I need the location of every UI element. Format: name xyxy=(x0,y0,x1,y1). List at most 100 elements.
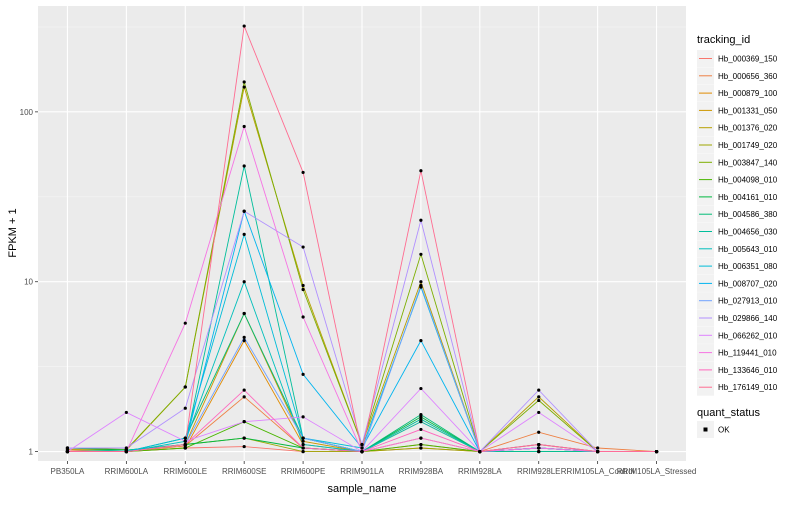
legend-label: Hb_000656_360 xyxy=(718,72,778,81)
legend-items: Hb_000369_150 Hb_000656_360 Hb_000879_100 H… xyxy=(697,50,778,396)
x-tick-label: RRIM600SE xyxy=(222,467,266,476)
data-point xyxy=(242,209,246,213)
data-point xyxy=(242,444,246,449)
y-tick-label: 100 xyxy=(20,108,34,117)
data-point xyxy=(360,442,364,447)
x-tick-label: RRIM928BA xyxy=(399,467,444,476)
x-axis-title: sample_name xyxy=(327,483,396,495)
x-tick-label: RRIM901LA xyxy=(340,467,384,476)
x-tick-label: RRIM600LA xyxy=(105,467,149,476)
data-point xyxy=(124,410,128,415)
legend-label: Hb_004161_010 xyxy=(718,193,778,202)
data-point xyxy=(419,446,423,450)
data-point xyxy=(301,170,305,175)
data-point xyxy=(124,449,128,454)
data-point xyxy=(301,315,305,319)
data-point xyxy=(537,446,541,450)
data-point xyxy=(537,410,541,415)
x-tick-label: RRIM928LA xyxy=(458,467,502,476)
data-point xyxy=(242,395,246,399)
data-point xyxy=(537,388,541,392)
data-point xyxy=(65,449,70,454)
data-point xyxy=(183,321,187,325)
data-point xyxy=(419,339,423,343)
data-point xyxy=(419,420,423,424)
legend-label: Hb_004656_030 xyxy=(718,228,778,237)
data-point xyxy=(301,442,305,447)
data-point xyxy=(242,124,246,129)
data-point xyxy=(183,385,187,389)
series-points xyxy=(65,24,659,454)
data-point xyxy=(242,388,246,392)
data-point xyxy=(537,398,541,403)
data-point xyxy=(360,446,364,450)
data-point xyxy=(242,420,246,424)
data-point xyxy=(301,245,305,249)
y-tick-label: 1 xyxy=(29,448,34,457)
point-legend-items: OK xyxy=(697,421,730,438)
legend-title: tracking_id xyxy=(697,34,750,46)
data-point xyxy=(183,439,187,443)
legend-label: Hb_004098_010 xyxy=(718,176,778,185)
legend-label: Hb_133646_010 xyxy=(718,366,778,375)
legend-label: Hb_005643_010 xyxy=(718,245,778,254)
legend-label: Hb_001376_020 xyxy=(718,124,778,133)
x-tick-label: PB350LA xyxy=(51,467,85,476)
legend-label: Hb_027913_010 xyxy=(718,297,778,306)
data-point xyxy=(65,446,70,450)
legend-label: Hb_029866_140 xyxy=(718,314,778,323)
data-point xyxy=(301,436,305,440)
data-point xyxy=(183,406,187,410)
data-point xyxy=(419,386,423,391)
data-point xyxy=(242,339,246,343)
legend-label: Hb_004586_380 xyxy=(718,210,778,219)
data-point xyxy=(301,415,305,419)
x-tick-label: RRIM105LA_Stressed xyxy=(617,467,697,476)
data-point xyxy=(242,80,246,84)
x-tick-label: RRIM600LE xyxy=(163,467,207,476)
legend-label: Hb_001749_020 xyxy=(718,141,778,150)
data-point xyxy=(419,427,423,432)
data-point xyxy=(419,280,423,284)
data-point xyxy=(419,169,423,173)
data-point xyxy=(478,449,482,454)
data-point xyxy=(537,430,541,434)
y-tick-label: 10 xyxy=(24,278,33,287)
legend-label: Hb_008707_020 xyxy=(718,279,778,288)
data-point xyxy=(242,436,246,440)
legend-label: Hb_000369_150 xyxy=(718,55,778,64)
data-point xyxy=(183,446,187,450)
data-point xyxy=(419,283,423,288)
point-legend-title: quant_status xyxy=(697,407,760,419)
x-axis: PB350LA RRIM600LA RRIM600LE RRIM600SE RRIM60… xyxy=(51,461,697,476)
legend: tracking_id Hb_000369_150Hb_000656_360Hb… xyxy=(697,34,778,438)
data-point xyxy=(419,252,423,256)
data-point xyxy=(183,442,187,447)
data-point xyxy=(242,335,246,340)
data-point xyxy=(537,395,541,399)
data-point xyxy=(301,287,305,292)
data-point xyxy=(301,449,305,454)
data-point xyxy=(242,85,246,89)
data-point xyxy=(242,232,246,236)
legend-label: Hb_000879_100 xyxy=(718,89,778,98)
data-point xyxy=(124,446,128,450)
legend-label: Hb_001331_050 xyxy=(718,106,778,115)
data-point xyxy=(242,164,246,168)
data-point xyxy=(419,436,423,440)
legend-label: Hb_003847_140 xyxy=(718,158,778,167)
data-point xyxy=(242,311,246,316)
x-tick-label: RRIM600PE xyxy=(281,467,325,476)
data-point xyxy=(419,415,423,419)
data-point xyxy=(360,449,364,454)
data-point xyxy=(242,24,246,28)
data-point xyxy=(419,442,423,447)
data-point xyxy=(301,372,305,376)
data-point xyxy=(419,417,423,421)
legend-label: Hb_066262_010 xyxy=(718,331,778,340)
data-point xyxy=(596,446,600,450)
legend-label: Hb_119441_010 xyxy=(718,349,777,358)
point-legend-key-square xyxy=(703,427,708,432)
data-point xyxy=(242,280,246,284)
point-legend-label: OK xyxy=(718,426,730,435)
